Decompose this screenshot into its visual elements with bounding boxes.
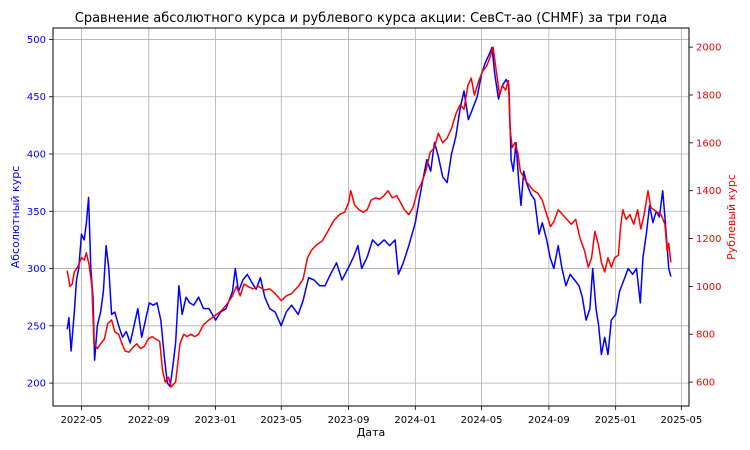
x-tick-label: 2023-09 [328,415,370,426]
x-tick-label: 2024-09 [528,415,570,426]
y-left-tick-label: 350 [27,207,46,218]
plot-frame [52,27,690,407]
gridlines [53,28,689,406]
y-right-tick-label: 1000 [696,282,721,293]
y-left-tick-label: 450 [27,92,46,103]
x-tick-label: 2024-01 [394,415,436,426]
y-left-tick-label: 250 [27,321,46,332]
y-left-tick-label: 500 [27,35,46,46]
y-axis-left-label: Абсолютный курс [9,166,22,269]
x-tick-label: 2022-05 [61,415,103,426]
x-tick-label: 2024-05 [461,415,503,426]
x-tick-label: 2025-05 [660,415,702,426]
y-right-tick-label: 1800 [696,90,721,101]
y-left-tick-label: 200 [27,379,46,390]
x-axis: 2022-05 2022-09 2023-01 2023-05 2023-09 2024-… [61,406,702,426]
y-right-tick-label: 2000 [696,43,721,54]
chart-title: Сравнение абсолютного курса и рублевого … [75,11,667,26]
x-axis-label: Дата [357,426,385,439]
y-axis-left: 200 250 300 350 400 450 500 [27,35,53,390]
series-line-right-axis [66,46,672,388]
y-axis-right-label: Рублевый курс [725,174,738,260]
y-right-tick-label: 1200 [696,234,721,245]
series-layer [66,46,672,388]
y-axis-right: 600 800 1000 1200 1400 1600 1800 2000 [689,43,721,389]
x-tick-label: 2023-05 [260,415,302,426]
y-left-tick-label: 300 [27,264,46,275]
x-tick-label: 2025-01 [595,415,637,426]
series-line-left-axis [66,46,672,388]
x-tick-label: 2022-09 [128,415,170,426]
y-right-tick-label: 1600 [696,138,721,149]
y-right-tick-label: 800 [696,330,715,341]
x-tick-label: 2023-01 [195,415,237,426]
y-right-tick-label: 1400 [696,186,721,197]
y-right-tick-label: 600 [696,378,715,389]
y-left-tick-label: 400 [27,150,46,161]
